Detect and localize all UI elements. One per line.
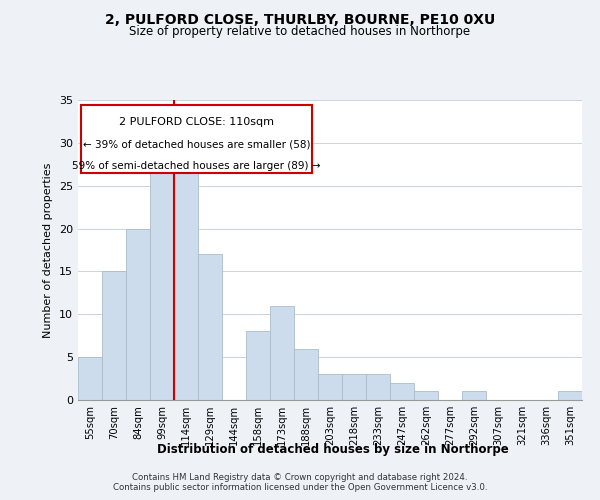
- Text: Distribution of detached houses by size in Northorpe: Distribution of detached houses by size …: [157, 442, 509, 456]
- Text: 59% of semi-detached houses are larger (89) →: 59% of semi-detached houses are larger (…: [72, 161, 321, 171]
- Bar: [366, 374, 390, 400]
- Bar: [390, 383, 414, 400]
- Text: 2 PULFORD CLOSE: 110sqm: 2 PULFORD CLOSE: 110sqm: [119, 117, 274, 127]
- Bar: [558, 392, 582, 400]
- Text: Contains HM Land Registry data © Crown copyright and database right 2024.: Contains HM Land Registry data © Crown c…: [132, 472, 468, 482]
- Bar: [126, 228, 150, 400]
- Bar: [150, 160, 174, 400]
- Text: 2, PULFORD CLOSE, THURLBY, BOURNE, PE10 0XU: 2, PULFORD CLOSE, THURLBY, BOURNE, PE10 …: [105, 12, 495, 26]
- Bar: [318, 374, 342, 400]
- Bar: [294, 348, 318, 400]
- Bar: [198, 254, 222, 400]
- Bar: [78, 357, 102, 400]
- Bar: [342, 374, 366, 400]
- Bar: [102, 272, 126, 400]
- Bar: [414, 392, 438, 400]
- Bar: [246, 332, 270, 400]
- Bar: [270, 306, 294, 400]
- Text: Contains public sector information licensed under the Open Government Licence v3: Contains public sector information licen…: [113, 484, 487, 492]
- Bar: [462, 392, 486, 400]
- Text: Size of property relative to detached houses in Northorpe: Size of property relative to detached ho…: [130, 25, 470, 38]
- Y-axis label: Number of detached properties: Number of detached properties: [43, 162, 53, 338]
- Bar: [174, 152, 198, 400]
- Text: ← 39% of detached houses are smaller (58): ← 39% of detached houses are smaller (58…: [83, 139, 310, 149]
